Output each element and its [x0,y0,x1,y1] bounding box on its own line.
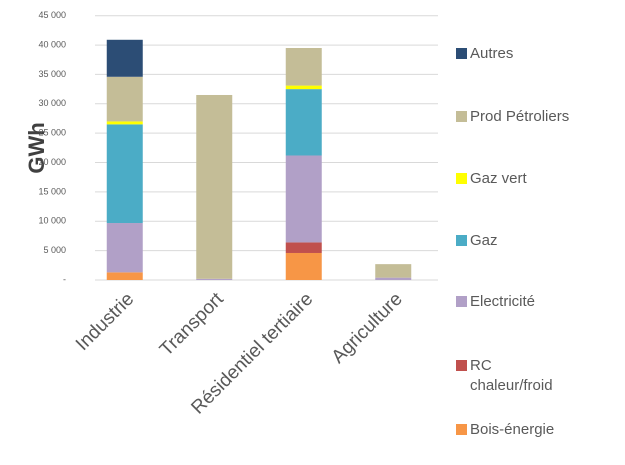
legend-label: RC chaleur/froid [470,357,553,394]
legend-label: Prod Pétroliers [470,108,570,125]
bar-segment [375,277,412,280]
bar-segment [375,264,412,278]
y-tick-label: 5 000 [43,245,66,255]
y-tick-label: 25 000 [38,128,66,138]
y-axis-label: GWh [24,122,49,173]
legend-item: Autres [456,44,513,64]
legend-swatch [456,360,467,371]
legend-item: Bois-énergie [456,420,554,440]
bar-segment [285,85,322,90]
legend-label: Autres [470,45,514,62]
y-tick-label: 30 000 [38,98,66,108]
legend-item: Gaz vert [456,169,527,189]
legend-item: Gaz [456,231,498,251]
legend-label: Bois-énergie [470,421,555,438]
bar-segment [196,278,233,280]
bar-segment [285,242,322,253]
legend-swatch [456,424,467,435]
legend-item: RC chaleur/froid [456,356,565,396]
y-tick-label: 15 000 [38,186,66,196]
legend-swatch [456,173,467,184]
y-tick-label: 40 000 [38,39,66,49]
legend-label: Gaz [470,232,498,249]
x-tick-label: Agriculture [328,289,407,368]
y-tick-label: 20 000 [38,157,66,167]
y-tick-label: 10 000 [38,216,66,226]
bar-segment [106,76,143,122]
y-tick-label: 35 000 [38,69,66,79]
bar-segment [285,48,322,86]
x-tick-label: Industrie [72,289,138,355]
legend-item: Electricité [456,292,535,312]
bar-segment [106,272,143,280]
legend-swatch [456,48,467,59]
bar-segment [196,94,233,279]
legend-swatch [456,111,467,122]
bar-segment [106,121,143,125]
bar-segment [285,89,322,156]
y-tick-label: - [63,274,66,284]
y-tick-label: 45 000 [38,10,66,20]
legend-swatch [456,296,467,307]
x-tick-label: Transport [156,288,228,360]
legend-swatch [456,235,467,246]
bar-segment [285,155,322,243]
legend-label: Gaz vert [470,170,527,187]
legend-label: Electricité [470,293,536,310]
bar-segment [106,124,143,224]
bar-segment [106,39,143,77]
bar-segment [285,252,322,280]
bar-segment [106,223,143,273]
legend-item: Prod Pétroliers [456,107,569,127]
